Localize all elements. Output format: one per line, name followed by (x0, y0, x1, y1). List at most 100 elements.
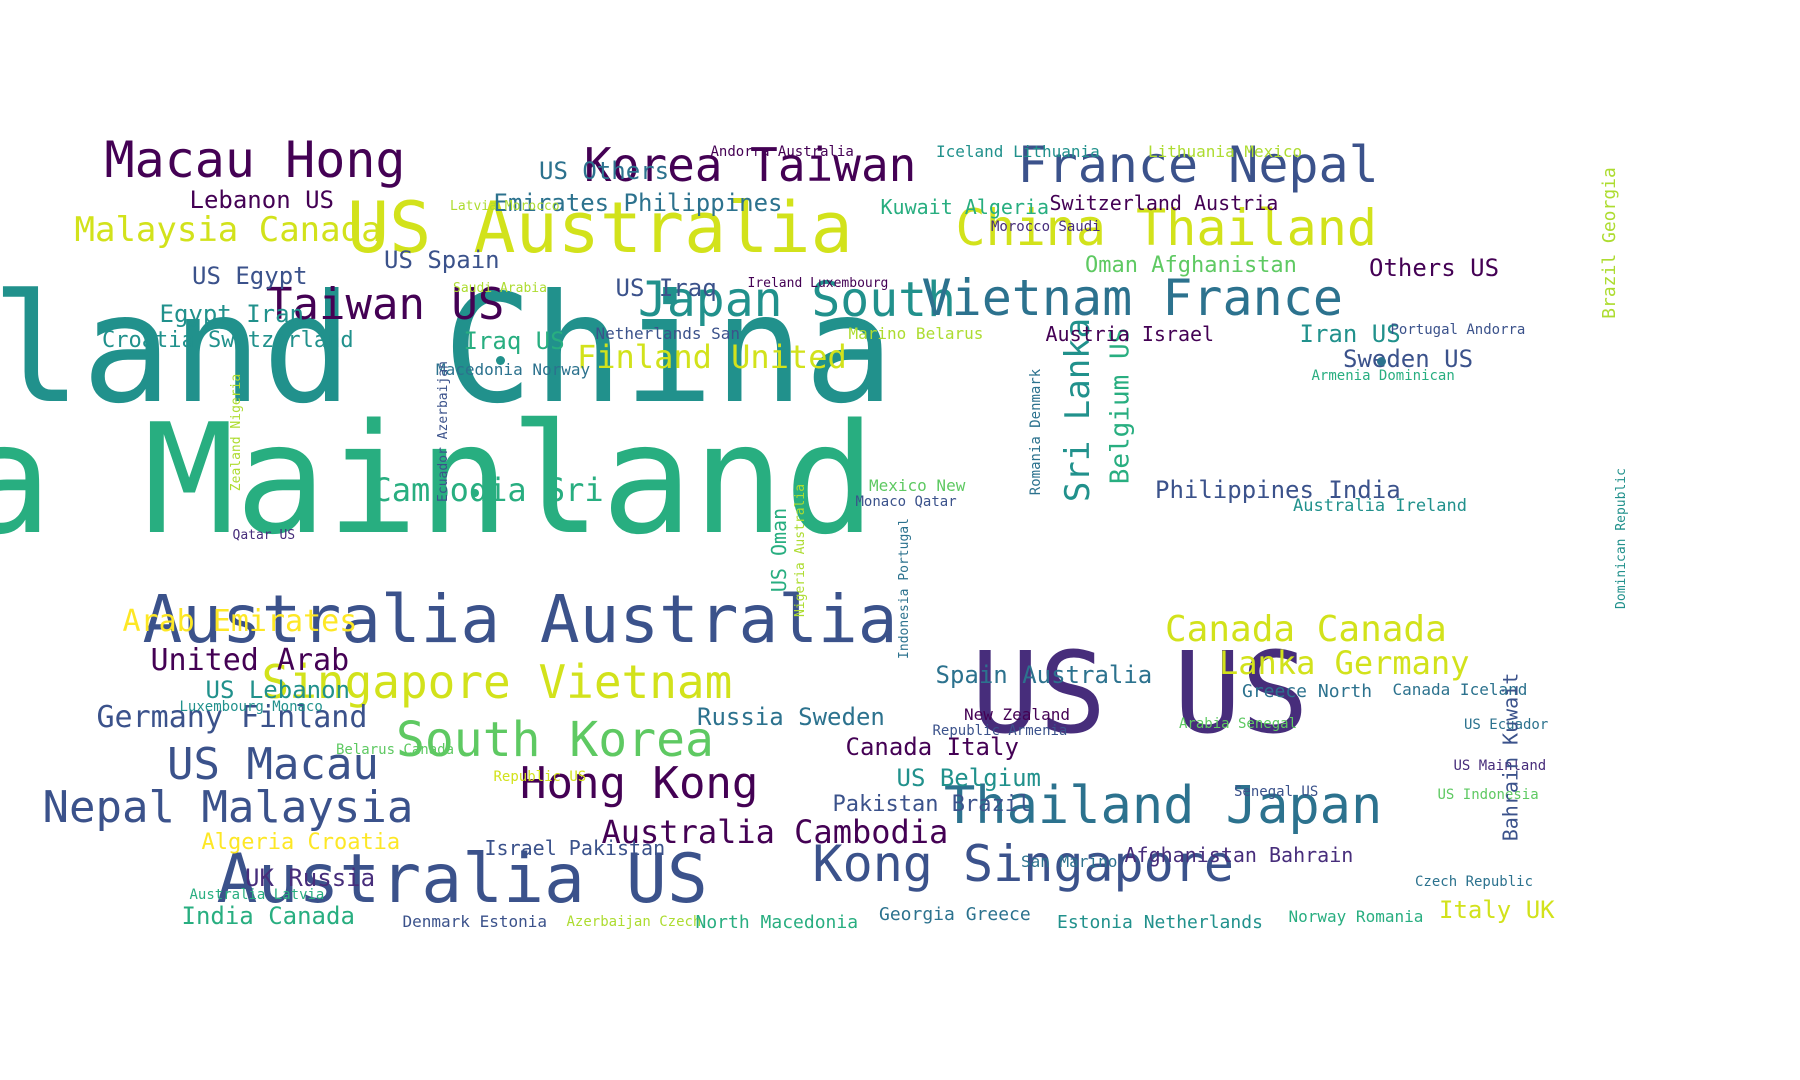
word-oman-afghanistan: Oman Afghanistan (1085, 253, 1297, 278)
word-thailand-japan: Thailand Japan (944, 776, 1383, 836)
word-us-iraq: US Iraq (615, 274, 717, 302)
word-cambodia-sri: Cambodia Sri (372, 471, 604, 509)
word-san-marino: San Marino (1021, 852, 1118, 871)
word-macedonia-norway: Macedonia Norway (436, 360, 591, 379)
word-republic-us: Republic US (493, 769, 587, 785)
word-ireland-luxembourg: Ireland Luxembourg (747, 275, 889, 291)
word-us-indonesia: US Indonesia (1437, 787, 1539, 803)
word-hong-kong: Hong Kong (520, 758, 759, 809)
word-singapore-vietnam: Singapore Vietnam (261, 655, 733, 709)
word-kong-singapore: Kong Singapore (812, 835, 1234, 893)
word-andorra-australia: Andorra Australia (710, 144, 854, 160)
word-lebanon-us: Lebanon US (189, 186, 335, 214)
word-emirates-philippines: Emirates Philippines (493, 189, 783, 217)
word-australia-australia: Australia Australia (142, 581, 898, 658)
word-china-mainland: China Mainland (0, 391, 876, 568)
word-us-oman: US Oman (767, 507, 792, 593)
word-greece-north: Greece North (1242, 681, 1373, 702)
word-japan-south: Japan South (638, 272, 956, 328)
word-russia-sweden: Russia Sweden (697, 703, 885, 731)
word-canada-iceland: Canada Iceland (1392, 680, 1528, 699)
word-qatar-us: Qatar US (232, 527, 296, 543)
word-austria-israel: Austria Israel (1045, 322, 1215, 346)
word-pakistan-brazil: Pakistan Brazil (832, 792, 1032, 817)
dot-mark (1376, 356, 1386, 366)
word-egypt-iran: Egypt Iran (159, 300, 305, 328)
word-finland-united: Finland United (577, 338, 847, 376)
word-switzerland-austria: Switzerland Austria (1049, 191, 1279, 215)
word-vietnam-france: Vietnam France (921, 269, 1343, 327)
word-czech-republic: Czech Republic (1415, 874, 1534, 890)
word-norway-romania: Norway Romania (1288, 907, 1424, 926)
word-morocco-saudi: Morocco Saudi (991, 219, 1101, 235)
word-lanka-germany: Lanka Germany (1219, 644, 1470, 682)
word-australia-ireland: Australia Ireland (1293, 495, 1467, 516)
word-italy-uk: Italy UK (1439, 896, 1555, 924)
word-us-others: US Others (539, 157, 670, 185)
word-armenia-dominican: Armenia Dominican (1311, 368, 1455, 384)
word-belarus-canada: Belarus Canada (336, 742, 455, 758)
word-australia-latvia: Australia Latvia (189, 887, 325, 903)
word-croatia-switzerland: Croatia Switzerland (102, 328, 354, 353)
word-iraq-us: Iraq US (463, 327, 565, 355)
word-mexico-new: Mexico New (869, 476, 966, 495)
word-us-belgium: US Belgium (896, 764, 1042, 792)
word-netherlands-san: Netherlands San (595, 324, 741, 343)
word-us-ecuador: US Ecuador (1464, 717, 1549, 733)
word-australia-us: Australia US (216, 840, 708, 919)
word-new-zealand: New Zealand (964, 705, 1070, 724)
word-canada-canada: Canada Canada (1165, 609, 1447, 650)
word-north-macedonia: North Macedonia (695, 912, 859, 933)
word-china-thailand: China Thailand (955, 199, 1377, 257)
word-sweden-us: Sweden US (1343, 345, 1474, 373)
word-nigeria-australia: Nigeria Australia (792, 483, 808, 617)
word-kuwait-algeria: Kuwait Algeria (880, 195, 1050, 219)
word-bahrain-kuwait: Bahrain Kuwait (1497, 672, 1522, 842)
word-afghanistan-bahrain: Afghanistan Bahrain (1124, 843, 1354, 867)
word-arab-emirates: Arab Emirates (122, 604, 358, 639)
word-monaco-qatar: Monaco Qatar (855, 494, 957, 510)
word-israel-pakistan: Israel Pakistan (484, 836, 666, 860)
word-canada-italy: Canada Italy (845, 733, 1019, 761)
word-us-lebanon: US Lebanon (205, 676, 351, 704)
word-arabia-senegal: Arabia Senegal (1179, 716, 1298, 732)
word-brazil-georgia: Brazil Georgia (1598, 167, 1620, 319)
word-latvia-morocco: Latvia Morocco (450, 198, 560, 214)
word-korea-taiwan: Korea Taiwan (584, 138, 917, 192)
word-portugal-andorra: Portugal Andorra (1390, 322, 1526, 338)
dot-mark (471, 489, 479, 497)
word-india-canada: India Canada (181, 902, 355, 930)
word-indonesia-portugal: Indonesia Portugal (896, 517, 912, 659)
word-georgia-greece: Georgia Greece (879, 904, 1031, 925)
word-spain-australia: Spain Australia (935, 661, 1153, 689)
word-senegal-us: Senegal US (1234, 784, 1319, 800)
word-denmark-estonia: Denmark Estonia (402, 912, 548, 931)
word-algeria-croatia: Algeria Croatia (201, 830, 401, 855)
word-philippines-india: Philippines India (1155, 476, 1401, 504)
word-germany-finland: Germany Finland (96, 700, 368, 735)
word-lithuania-mexico: Lithuania Mexico (1148, 142, 1303, 161)
word-taiwan-us: Taiwan US (266, 279, 505, 330)
word-malaysia-canada: Malaysia Canada (74, 210, 382, 250)
word-australia-cambodia: Australia Cambodia (601, 813, 949, 851)
word-us-us: US US (971, 629, 1309, 759)
word-us-mainland: US Mainland (1453, 758, 1547, 774)
word-nepal-malaysia: Nepal Malaysia (42, 782, 414, 833)
word-south-korea: South Korea (396, 712, 714, 768)
word-france-nepal: France Nepal (1017, 136, 1379, 194)
word-ecuador-azerbaijan: Ecuador Azerbaijan (435, 360, 451, 502)
word-azerbaijan-czech: Azerbaijan Czech (566, 914, 702, 930)
word-republic-armenia: Republic Armenia (932, 723, 1068, 739)
word-iceland-lithuania: Iceland Lithuania (936, 142, 1100, 161)
word-marino-belarus: Marino Belarus (848, 324, 984, 343)
word-us-spain: US Spain (384, 246, 500, 274)
word-romania-denmark: Romania Denmark (1028, 368, 1045, 496)
word-us-australia: US Australia (347, 187, 853, 269)
word-saudi-arabia: Saudi Arabia (453, 280, 547, 296)
word-uk-russia: UK Russia (245, 864, 376, 892)
word-others-us: Others US (1369, 254, 1500, 282)
dot-mark (495, 355, 505, 365)
word-zealand-nigeria: Zealand Nigeria (228, 373, 244, 491)
word-estonia-netherlands: Estonia Netherlands (1057, 912, 1263, 933)
